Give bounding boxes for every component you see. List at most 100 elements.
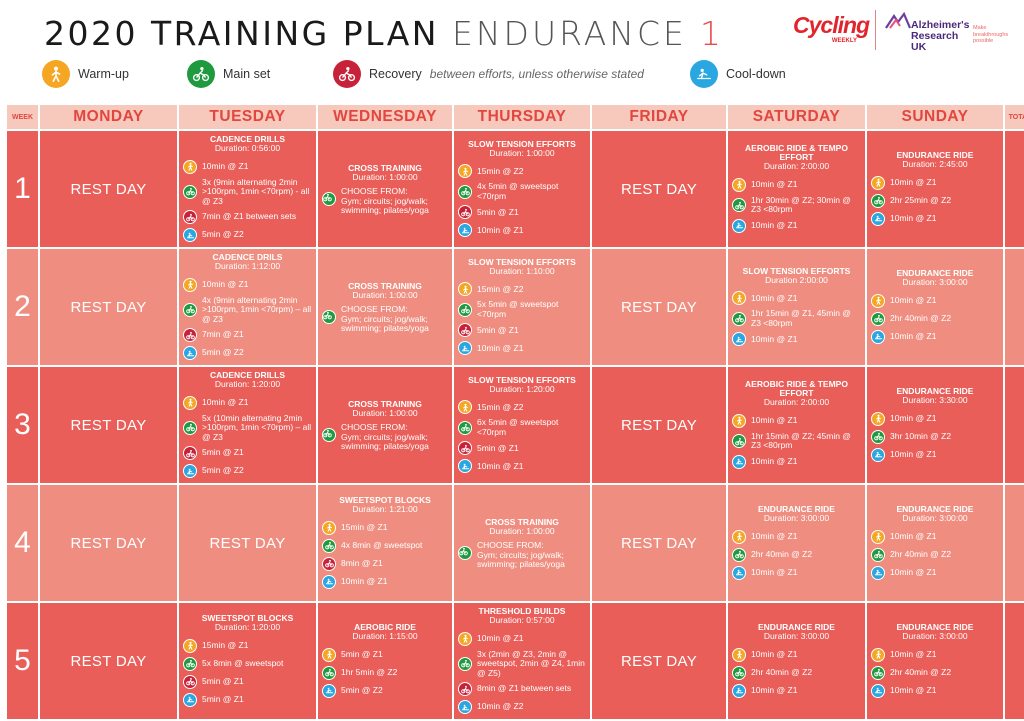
workout-step-cool: 10min @ Z1	[458, 341, 586, 356]
workout-duration: Duration: 3:00:00	[763, 513, 830, 524]
workout-duration: Duration: 3:00:00	[902, 513, 968, 524]
total-cell	[1005, 485, 1024, 601]
rest-day-label: REST DAY	[70, 416, 147, 434]
workout-step-main: 4x (9min alternating 2min >100rpm, 1min …	[183, 294, 312, 325]
warmup-person-icon	[732, 291, 746, 306]
workout-title: CADENCE DRILS	[212, 252, 283, 262]
workout-step-cool: 10min @ Z1	[732, 565, 861, 580]
warmup-person-icon	[183, 159, 197, 174]
workout-duration: Duration: 1:00:00	[352, 289, 418, 300]
step-text: 10min @ Z1	[477, 632, 524, 643]
workout-duration: Duration: 1:20:00	[489, 383, 555, 394]
workout-title: THRESHOLD BUILDS	[478, 606, 566, 616]
workout-step-warm: 10min @ Z1	[732, 529, 861, 544]
workout-step-cool: 10min @ Z1	[458, 459, 586, 474]
title-plan-number: 1	[699, 14, 724, 53]
workout-duration: Duration: 0:57:00	[489, 615, 555, 625]
day-cell-thursday: SLOW TENSION EFFORTS Duration: 1:10:00 15m…	[454, 249, 590, 365]
recovery-cyclist-icon	[183, 674, 197, 689]
cross-training-options: CHOOSE FROM: Gym; circuits; jog/walk; swi…	[458, 540, 586, 570]
workout-step-warm: 10min @ Z1	[732, 647, 861, 662]
workout-title: CROSS TRAINING	[348, 280, 422, 291]
workout-title: SLOW TENSION EFFORTS	[468, 256, 576, 267]
workout-step-main: 2hr 40min @ Z2	[732, 665, 861, 680]
day-cell-tuesday: SWEETSPOT BLOCKS Duration: 1:20:00 15min @…	[179, 603, 316, 719]
day-cell-friday: REST DAY	[592, 603, 726, 719]
recovery-cyclist-icon	[458, 323, 472, 338]
day-cell-sunday: ENDURANCE RIDE Duration: 2:45:00 10min @ Z…	[867, 131, 1003, 247]
total-cell	[1005, 249, 1024, 365]
mainset-cyclist-icon	[732, 547, 746, 562]
title-main: 2020 TRAINING PLAN	[44, 14, 439, 53]
warmup-person-icon	[458, 164, 472, 179]
workout-step-main: 2hr 40min @ Z2	[871, 311, 999, 326]
step-text: 10min @ Z1	[751, 649, 798, 659]
workout: CADENCE DRILLS Duration: 0:56:00 10min @ Z…	[179, 131, 316, 247]
workout-title: CROSS TRAINING	[485, 516, 559, 527]
workout-step-main: 3x (9min alternating 2min >100rpm, 1min …	[183, 176, 312, 207]
recovery-cyclist-icon	[458, 682, 472, 696]
mainset-cyclist-icon	[871, 665, 885, 680]
mainset-cyclist-icon	[871, 429, 885, 444]
total-cell	[1005, 367, 1024, 483]
step-text: 10min @ Z1	[477, 342, 524, 353]
workout: AEROBIC RIDE & TEMPO EFFORT Duration: 2:0…	[728, 367, 865, 483]
workout-title: ENDURANCE RIDE	[758, 622, 835, 633]
workout-step-rec: 8min @ Z1	[322, 556, 448, 571]
workout-duration: Duration: 1:20:00	[214, 622, 281, 633]
step-text: 1hr 15min @ Z2; 45min @ Z3 <80rpm	[751, 430, 851, 451]
workout: ENDURANCE RIDE Duration: 3:00:00 10min @ Z…	[867, 249, 1003, 365]
workout-duration: Duration: 1:20:00	[214, 379, 281, 389]
warmup-person-icon	[458, 631, 472, 646]
column-header-thursday: THURSDAY	[454, 105, 590, 129]
workout-title: CADENCE DRILLS	[209, 370, 286, 380]
cooldown-rower-icon	[690, 60, 718, 88]
step-text: 10min @ Z1	[890, 413, 937, 423]
rest-day-label: REST DAY	[70, 298, 147, 316]
mainset-cyclist-icon	[183, 420, 197, 435]
warmup-person-icon	[732, 647, 746, 662]
title-plan-type: ENDURANCE	[452, 14, 687, 53]
warmup-person-icon	[322, 520, 336, 535]
workout-step-main: 4x 8min @ sweetspot	[322, 538, 448, 553]
options-text: CHOOSE FROM: Gym; circuits; jog/walk; swi…	[341, 186, 448, 216]
mainset-cyclist-icon	[322, 310, 336, 324]
rest-day-label: REST DAY	[620, 180, 698, 198]
column-header-sunday: SUNDAY	[867, 105, 1003, 129]
step-text: 4x (9min alternating 2min >100rpm, 1min …	[202, 294, 312, 324]
workout-step-main: 1hr 15min @ Z1, 45min @ Z3 <80rpm	[732, 309, 861, 328]
step-text: 4x 5min @ sweetspot <70rpm	[477, 181, 559, 201]
cooldown-rower-icon	[183, 228, 197, 242]
workout: SLOW TENSION EFFORTS Duration: 1:10:00 15m…	[454, 249, 590, 365]
workout-title: SWEETSPOT BLOCKS	[339, 495, 431, 506]
workout-step-rec: 7min @ Z1	[183, 328, 312, 342]
recovery-note: between efforts, unless otherwise stated	[429, 67, 644, 81]
day-cell-tuesday: CADENCE DRILLS Duration: 0:56:00 10min @ Z…	[179, 131, 316, 247]
day-cell-saturday: ENDURANCE RIDE Duration: 3:00:00 10min @ Z…	[728, 485, 865, 601]
workout-step-main: 2hr 40min @ Z2	[732, 547, 861, 562]
workout-duration: Duration: 1:12:00	[214, 261, 281, 271]
step-text: 10min @ Z1	[751, 179, 798, 189]
step-text: 3x (2min @ Z3, 2min @ sweetspot, 2min @ …	[477, 648, 585, 678]
mainset-cyclist-icon	[458, 184, 472, 199]
choose-from-label: CHOOSE FROM:	[477, 540, 544, 550]
workout-step-warm: 15min @ Z2	[458, 282, 586, 297]
step-text: 6x 5min @ sweetspot <70rpm	[477, 417, 559, 437]
step-text: 7min @ Z1 between sets	[202, 211, 297, 222]
choose-from-label: CHOOSE FROM:	[341, 422, 408, 432]
cooldown-rower-icon	[183, 692, 197, 707]
workout: SLOW TENSION EFFORTS Duration 2:00:00 10mi…	[728, 249, 865, 365]
workout-step-cool: 10min @ Z1	[871, 211, 999, 226]
column-header-monday: MONDAY	[40, 105, 177, 129]
workout-step-main: 1hr 5min @ Z2	[322, 665, 448, 680]
workout: CROSS TRAINING Duration: 1:00:00 CHOOSE FR…	[454, 485, 590, 601]
step-text: 15min @ Z2	[477, 283, 524, 294]
mainset-cyclist-icon	[458, 546, 472, 560]
workout-duration: Duration: 0:56:00	[214, 143, 281, 153]
step-text: 3x (9min alternating 2min >100rpm, 1min …	[202, 176, 310, 206]
day-cell-wednesday: AEROBIC RIDE Duration: 1:15:00 5min @ Z1 1h…	[318, 603, 452, 719]
workout-title: ENDURANCE RIDE	[896, 504, 974, 515]
step-text: 10min @ Z2	[477, 701, 524, 712]
mainset-cyclist-icon	[732, 311, 746, 326]
workout-title: CROSS TRAINING	[348, 162, 422, 173]
